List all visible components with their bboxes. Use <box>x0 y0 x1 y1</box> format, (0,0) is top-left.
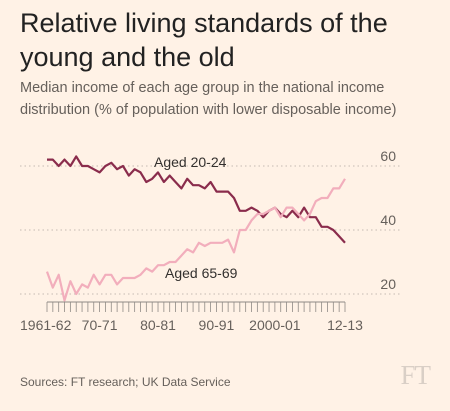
y-tick-label: 20 <box>380 276 396 292</box>
series-line-aged-65-69 <box>45 178 346 302</box>
y-tick-label: 60 <box>380 150 396 164</box>
chart-title: Relative living standards of the young a… <box>20 8 388 72</box>
x-tick-label: 90-91 <box>199 317 235 333</box>
series-line-aged-20-24 <box>47 155 346 244</box>
x-tick-label: 2000-01 <box>249 317 301 333</box>
chart-subtitle: Median income of each age group in the n… <box>20 80 397 118</box>
x-tick-label: 12-13 <box>327 317 363 333</box>
series-label-aged-65-69: Aged 65-69 <box>165 265 238 281</box>
line-chart: 20 40 60 1961-62 70-71 80-81 90-91 2000-01 12-1… <box>20 150 400 333</box>
source-note: Sources: FT research; UK Data Service <box>20 375 231 389</box>
x-tick-label: 1961-62 <box>20 317 72 333</box>
y-tick-label: 40 <box>380 212 396 228</box>
x-axis: 1961-62 70-71 80-81 90-91 2000-01 12-13 <box>20 301 363 333</box>
y-tick-labels: 20 40 60 <box>380 150 396 292</box>
ft-logo: FT <box>400 360 430 390</box>
x-tick-label: 70-71 <box>82 317 118 333</box>
series-label-aged-20-24: Aged 20-24 <box>154 154 227 170</box>
x-tick-label: 80-81 <box>140 317 176 333</box>
